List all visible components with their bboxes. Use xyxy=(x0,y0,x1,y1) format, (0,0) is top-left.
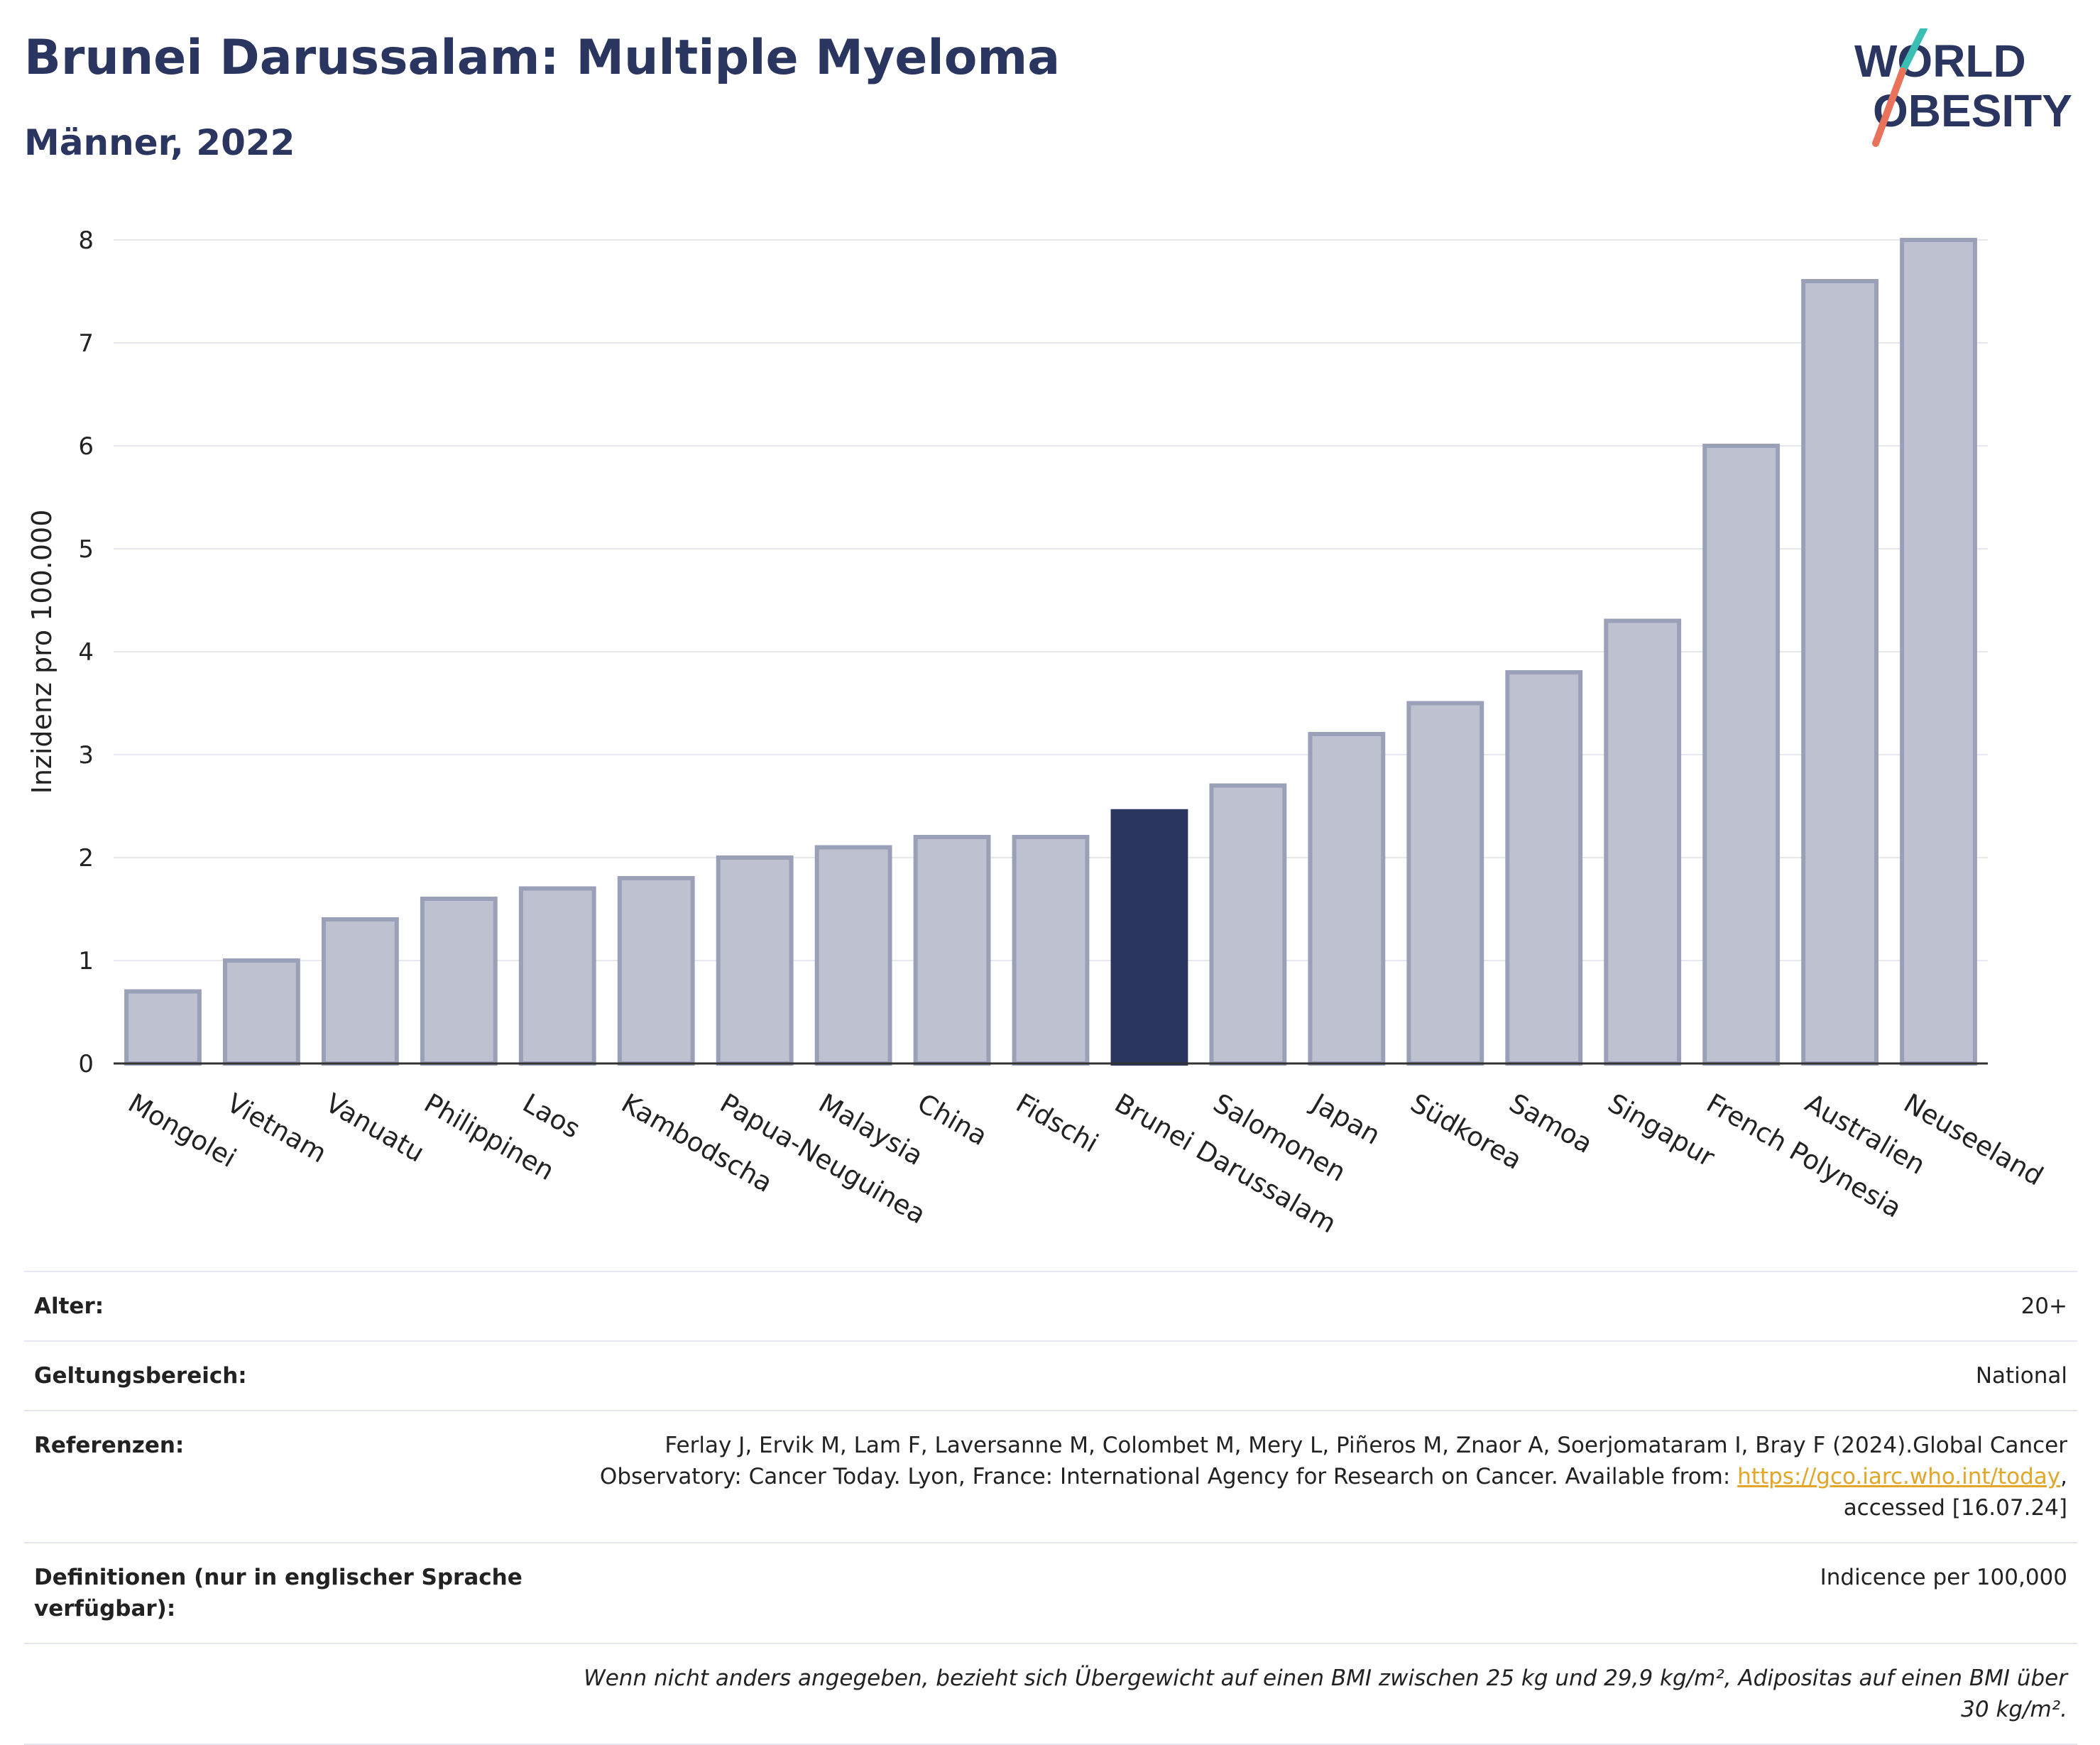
x-tick-label: Mongolei xyxy=(123,1088,241,1174)
bar-fidschi xyxy=(1012,835,1090,1066)
meta-row-scope: Geltungsbereich: National xyxy=(24,1340,2077,1410)
y-tick-label: 6 xyxy=(78,432,94,461)
meta-value-references: Ferlay J, Ervik M, Lam F, Laversanne M, … xyxy=(562,1430,2067,1524)
references-text: Ferlay J, Ervik M, Lam F, Laversanne M, … xyxy=(599,1433,2067,1489)
bar-japan xyxy=(1308,732,1386,1066)
bar-chart: 0 1 2 3 4 5 6 7 8 Inzidenz pro 100.000 MongoleiVie… xyxy=(26,226,2048,1240)
references-text-end: , accessed [16.07.24] xyxy=(1843,1464,2067,1521)
bar-laos xyxy=(518,886,596,1066)
bar-neuseeland xyxy=(1900,238,1977,1066)
bar-samoa xyxy=(1505,670,1583,1066)
meta-row-age: Alter: 20+ xyxy=(24,1271,2077,1340)
world-obesity-logo: WORLD OBESITY xyxy=(1846,25,2094,156)
meta-row-note: Wenn nicht anders angegeben, bezieht sic… xyxy=(24,1643,2077,1745)
meta-value-definitions: Indicence per 100,000 xyxy=(1820,1565,2067,1590)
bar-malaysia xyxy=(814,845,892,1066)
y-tick-label: 3 xyxy=(78,741,94,770)
bar-philippinen xyxy=(420,897,498,1066)
bar-papua-neuguinea xyxy=(716,855,794,1066)
meta-value-scope: National xyxy=(1975,1363,2067,1389)
bmi-note: Wenn nicht anders angegeben, bezieht sic… xyxy=(584,1665,2067,1722)
bar-singapur xyxy=(1604,618,1682,1066)
bar-china xyxy=(913,835,991,1066)
x-tick-label: Neuseeland xyxy=(1898,1088,2048,1192)
meta-row-references: Referenzen: Ferlay J, Ervik M, Lam F, La… xyxy=(24,1410,2077,1542)
y-tick-label: 4 xyxy=(78,638,94,667)
bar-brunei-darussalam xyxy=(1110,809,1188,1066)
meta-label-age: Alter: xyxy=(34,1293,104,1319)
meta-label-definitions: Definitionen (nur in englischer Sprache … xyxy=(34,1565,523,1621)
bar-french-polynesia xyxy=(1702,444,1781,1066)
x-tick-label: Vanuatu xyxy=(320,1088,430,1169)
x-tick-label: Laos xyxy=(518,1088,585,1144)
y-tick-label: 5 xyxy=(78,535,94,564)
y-tick-label: 2 xyxy=(78,844,94,872)
meta-label-scope: Geltungsbereich: xyxy=(34,1363,247,1389)
meta-row-definitions: Definitionen (nur in englischer Sprache … xyxy=(24,1542,2077,1643)
page-subtitle: Männer, 2022 xyxy=(24,122,295,163)
page-title: Brunei Darussalam: Multiple Myeloma xyxy=(24,30,1061,86)
x-tick-label: Fidschi xyxy=(1011,1088,1103,1159)
bar-vanuatu xyxy=(321,917,399,1066)
bar-kambodscha xyxy=(617,876,695,1066)
references-link[interactable]: https://gco.iarc.who.int/today xyxy=(1737,1464,2061,1489)
y-tick-label: 1 xyxy=(78,947,94,975)
x-tick-label: Vietnam xyxy=(222,1088,332,1169)
bar-südkorea xyxy=(1406,701,1484,1066)
y-axis-label: Inzidenz pro 100.000 xyxy=(26,510,58,794)
logo-line2: OBESITY xyxy=(1873,85,2072,136)
y-tick-label: 8 xyxy=(78,226,94,255)
y-tick-label: 7 xyxy=(78,329,94,358)
y-tick-label: 0 xyxy=(78,1050,94,1078)
meta-label-references: Referenzen: xyxy=(34,1433,185,1458)
logo-line1: WORLD xyxy=(1854,35,2026,87)
meta-value-age: 20+ xyxy=(2020,1293,2067,1319)
x-tick-label: Südkorea xyxy=(1406,1088,1527,1176)
metadata-table: Alter: 20+ Geltungsbereich: National Ref… xyxy=(24,1271,2077,1745)
bar-australien xyxy=(1801,279,1878,1066)
x-tick-label: Japan xyxy=(1306,1087,1386,1151)
bar-vietnam xyxy=(223,958,300,1066)
bar-mongolei xyxy=(124,989,202,1066)
bar-salomonen xyxy=(1209,783,1287,1066)
x-tick-label: Singapur xyxy=(1603,1088,1721,1173)
